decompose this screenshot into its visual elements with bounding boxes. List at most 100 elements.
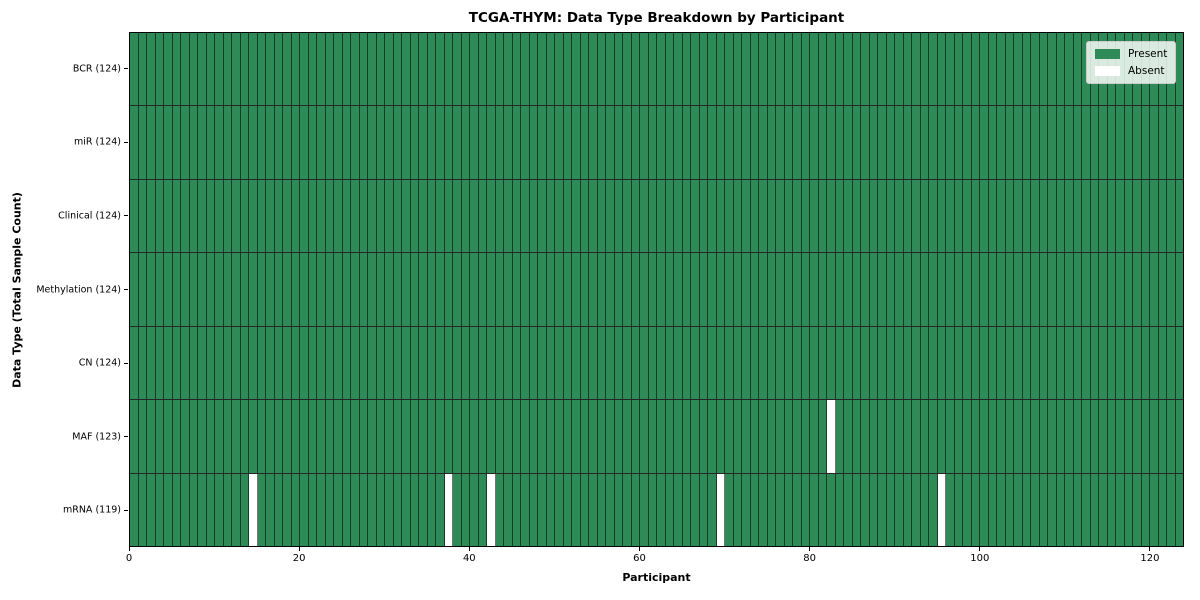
heatmap-cell: [538, 106, 547, 179]
heatmap-cell: [733, 106, 742, 179]
heatmap-cell: [776, 326, 785, 400]
heatmap-cell: [742, 106, 751, 179]
heatmap-cell: [130, 179, 139, 253]
heatmap-cell: [1090, 326, 1099, 400]
heatmap-cell: [198, 33, 207, 106]
heatmap-cell: [419, 253, 428, 326]
heatmap-cell: [776, 33, 785, 106]
x-tick-label: 60: [633, 553, 646, 564]
heatmap-cell: [1141, 253, 1150, 326]
heatmap-cell: [946, 326, 955, 400]
heatmap-cell: [427, 106, 436, 179]
heatmap-cell: [614, 106, 623, 179]
heatmap-cell: [198, 473, 207, 546]
heatmap-cell: [266, 179, 275, 253]
heatmap-cell: [487, 106, 496, 179]
heatmap-cell: [470, 400, 479, 473]
heatmap-cell: [903, 400, 912, 473]
heatmap-cell: [334, 400, 343, 473]
heatmap-cell: [818, 106, 827, 179]
heatmap-cell: [665, 33, 674, 106]
heatmap-cell: [665, 179, 674, 253]
heatmap-cell: [189, 326, 198, 400]
heatmap-cell: [470, 179, 479, 253]
heatmap-cell: [300, 326, 309, 400]
y-tick-mark: [124, 509, 128, 511]
heatmap-cell: [181, 106, 190, 179]
heatmap-cell: [640, 33, 649, 106]
heatmap-cell: [1175, 400, 1183, 473]
heatmap-cell: [648, 400, 657, 473]
heatmap-cell: [385, 179, 394, 253]
heatmap-cell: [988, 473, 997, 546]
heatmap-cell: [1124, 473, 1133, 546]
heatmap-cell: [164, 253, 173, 326]
heatmap-cell: [623, 400, 632, 473]
heatmap-cell: [206, 326, 215, 400]
heatmap-cell: [504, 33, 513, 106]
heatmap-cell: [376, 106, 385, 179]
heatmap-cell: [733, 179, 742, 253]
heatmap-cell: [283, 473, 292, 546]
heatmap-cell: [308, 106, 317, 179]
heatmap-cell: [300, 473, 309, 546]
heatmap-cell: [844, 473, 853, 546]
heatmap-cell-absent: [827, 400, 836, 473]
heatmap-cell: [1005, 253, 1014, 326]
heatmap-cell: [1107, 400, 1116, 473]
heatmap-cell: [342, 253, 351, 326]
heatmap-cell: [674, 179, 683, 253]
x-tick-label: 100: [970, 553, 990, 564]
heatmap-cell: [546, 326, 555, 400]
heatmap-cell: [147, 179, 156, 253]
heatmap-cell: [300, 253, 309, 326]
heatmap-cell: [453, 179, 462, 253]
heatmap-cell: [546, 106, 555, 179]
heatmap-cell: [810, 179, 819, 253]
y-tick-label: Methylation (124): [36, 284, 121, 295]
heatmap-cell: [793, 179, 802, 253]
heatmap-cell: [954, 106, 963, 179]
heatmap-cell: [912, 400, 921, 473]
heatmap-cell: [1150, 106, 1159, 179]
heatmap-cell: [266, 253, 275, 326]
heatmap-cell: [912, 33, 921, 106]
heatmap-cell: [682, 400, 691, 473]
heatmap-cell: [742, 400, 751, 473]
heatmap-cell: [521, 179, 530, 253]
heatmap-cell: [215, 326, 224, 400]
heatmap-cell: [572, 33, 581, 106]
x-tick-label: 20: [292, 553, 306, 564]
x-tick-mark: [468, 547, 470, 551]
heatmap-cell: [1099, 326, 1108, 400]
heatmap-cell: [750, 106, 759, 179]
heatmap-cell: [631, 473, 640, 546]
heatmap-cell: [1175, 326, 1183, 400]
heatmap-cell: [478, 473, 487, 546]
heatmap-cell: [495, 326, 504, 400]
heatmap-cell: [631, 326, 640, 400]
heatmap-cell: [580, 400, 589, 473]
heatmap-cell: [240, 400, 249, 473]
heatmap-cell: [691, 33, 700, 106]
heatmap-cell: [478, 179, 487, 253]
heatmap-cell: [1048, 326, 1057, 400]
heatmap-cell: [1073, 253, 1082, 326]
heatmap-cell: [640, 253, 649, 326]
heatmap-cell: [784, 326, 793, 400]
heatmap-cell: [1116, 326, 1125, 400]
heatmap-cell: [623, 33, 632, 106]
heatmap-cell: [852, 253, 861, 326]
heatmap-cell: [597, 179, 606, 253]
heatmap-cell: [1175, 253, 1183, 326]
heatmap-cell: [963, 326, 972, 400]
heatmap-cell: [376, 33, 385, 106]
heatmap-cell: [555, 106, 564, 179]
heatmap-cell: [1116, 179, 1125, 253]
heatmap-cell: [521, 473, 530, 546]
heatmap-cell: [640, 400, 649, 473]
heatmap-cell: [1167, 400, 1176, 473]
heatmap-cell: [767, 400, 776, 473]
heatmap-cell: [300, 400, 309, 473]
heatmap-cell: [495, 33, 504, 106]
